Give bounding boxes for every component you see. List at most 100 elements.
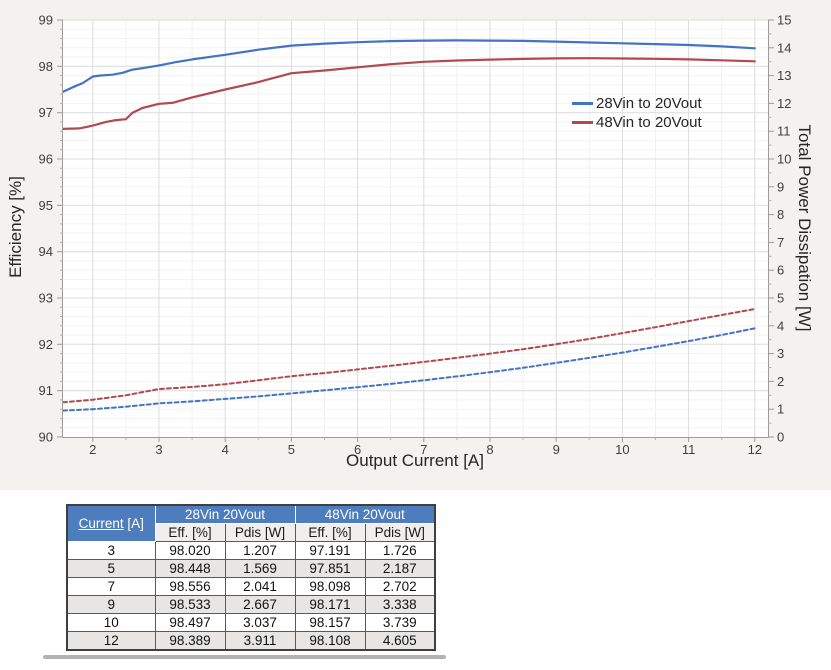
right-tick-label: 2 <box>777 374 784 389</box>
table-cell: 98.389 <box>154 631 226 651</box>
table-cell: 1.726 <box>364 541 436 560</box>
table-subheader-eff-48: Eff. [%] <box>294 523 366 542</box>
right-tick-label: 5 <box>777 291 784 306</box>
current-unit: [A] <box>123 516 144 531</box>
right-tick-label: 15 <box>777 13 791 28</box>
table-row: 12 98.389 3.911 98.108 4.605 <box>66 631 436 651</box>
right-tick-label: 14 <box>777 40 791 55</box>
table-row: 5 98.448 1.569 97.851 2.187 <box>66 559 436 578</box>
table-subheader-eff-28: Eff. [%] <box>154 523 226 542</box>
series-pdis-48vin <box>62 308 756 404</box>
left-tick-label: 99 <box>39 13 53 28</box>
x-tick-label: 8 <box>486 442 493 457</box>
table-cell: 7 <box>66 577 156 596</box>
legend-item-48vin: 48Vin to 20Vout <box>572 113 702 132</box>
series-eff-48vin <box>61 57 756 130</box>
table-cell: 98.497 <box>154 613 226 632</box>
table-cell: 9 <box>66 595 156 614</box>
efficiency-chart: 2 3 4 5 6 7 8 9 10 11 12 90 91 92 93 94 95 96 97 98 99 0 1 2 3 4 5… <box>0 0 831 490</box>
series-pdis-28vin <box>62 327 756 412</box>
left-tick-label: 91 <box>39 383 53 398</box>
table-cell: 10 <box>66 613 156 632</box>
right-tick-label: 3 <box>777 346 784 361</box>
left-tick-label: 98 <box>39 59 53 74</box>
table-cell: 98.448 <box>154 559 226 578</box>
series-eff-28vin <box>61 39 756 93</box>
table-header-current: Current [A] <box>66 504 156 542</box>
legend-label-28vin: 28Vin to 20Vout <box>596 95 702 112</box>
table-cell: 2.041 <box>224 577 296 596</box>
right-tick-label: 7 <box>777 235 784 250</box>
x-tick-label: 6 <box>354 442 361 457</box>
table-cell: 1.207 <box>224 541 296 560</box>
x-tick-label: 2 <box>89 442 96 457</box>
table-cell: 3.739 <box>364 613 436 632</box>
right-tick-label: 6 <box>777 263 784 278</box>
table-row: 3 98.020 1.207 97.191 1.726 <box>66 541 436 560</box>
x-tick-label: 7 <box>420 442 427 457</box>
table-cell: 1.569 <box>224 559 296 578</box>
table-cell: 3.037 <box>224 613 296 632</box>
left-tick-label: 95 <box>39 198 53 213</box>
right-tick-label: 4 <box>777 318 784 333</box>
table-cell: 98.556 <box>154 577 226 596</box>
left-tick-label: 96 <box>39 152 53 167</box>
table-cell: 5 <box>66 559 156 578</box>
x-tick-label: 9 <box>553 442 560 457</box>
table-cell: 98.108 <box>294 631 366 651</box>
table-cell: 97.191 <box>294 541 366 560</box>
legend-line-swatch-blue <box>572 102 593 105</box>
results-table-body: 3 98.020 1.207 97.191 1.726 5 98.448 1.569 97.85… <box>66 541 436 651</box>
table-header-group-48vin: 48Vin 20Vout <box>294 504 436 524</box>
table-cell: 4.605 <box>364 631 436 651</box>
left-tick-label: 90 <box>39 430 53 445</box>
right-tick-label: 11 <box>777 124 791 139</box>
table-row: 7 98.556 2.041 98.098 2.702 <box>66 577 436 596</box>
chart-canvas: 2 3 4 5 6 7 8 9 10 11 1290919293949596979899012345… <box>39 13 792 458</box>
table-header-group-28vin: 28Vin 20Vout <box>154 504 296 524</box>
table-subheader-pdis-48: Pdis [W] <box>364 523 436 542</box>
results-table: Current [A] 28Vin 20Vout 48Vin 20Vout Ef… <box>66 504 436 651</box>
table-subheader-pdis-28: Pdis [W] <box>224 523 296 542</box>
table-cell: 2.667 <box>224 595 296 614</box>
x-tick-label: 11 <box>682 442 696 457</box>
x-tick-label: 3 <box>155 442 162 457</box>
table-cell: 98.157 <box>294 613 366 632</box>
right-tick-label: 13 <box>777 68 791 83</box>
x-tick-label: 5 <box>288 442 295 457</box>
right-tick-label: 9 <box>777 179 784 194</box>
x-tick-label: 10 <box>615 442 629 457</box>
right-tick-label: 12 <box>777 96 791 111</box>
x-tick-label: 12 <box>748 442 762 457</box>
x-tick-label: 4 <box>222 442 229 457</box>
table-cell: 2.702 <box>364 577 436 596</box>
table-row: 9 98.533 2.667 98.171 3.338 <box>66 595 436 614</box>
legend-label-48vin: 48Vin to 20Vout <box>596 114 702 131</box>
table-cell: 2.187 <box>364 559 436 578</box>
table-cell: 3.911 <box>224 631 296 651</box>
right-tick-label: 8 <box>777 207 784 222</box>
x-axis-title: Output Current [A] <box>346 451 484 470</box>
table-cell: 3 <box>66 541 156 560</box>
horizontal-scrollbar[interactable] <box>43 655 446 659</box>
table-cell: 97.851 <box>294 559 366 578</box>
right-tick-label: 0 <box>777 430 784 445</box>
left-tick-label: 94 <box>39 244 53 259</box>
table-cell: 98.020 <box>154 541 226 560</box>
table-cell: 3.338 <box>364 595 436 614</box>
table-cell: 12 <box>66 631 156 651</box>
table-cell: 98.171 <box>294 595 366 614</box>
current-label: Current <box>78 516 124 531</box>
left-tick-label: 92 <box>39 337 53 352</box>
left-axis-title: Efficiency [%] <box>6 176 25 278</box>
right-tick-label: 10 <box>777 152 791 167</box>
left-tick-label: 97 <box>39 105 53 120</box>
table-cell: 98.098 <box>294 577 366 596</box>
legend-line-swatch-red <box>572 121 593 124</box>
right-tick-label: 1 <box>777 402 784 417</box>
table-row: 10 98.497 3.037 98.157 3.739 <box>66 613 436 632</box>
table-cell: 98.533 <box>154 595 226 614</box>
plot-background <box>63 20 768 437</box>
legend-item-28vin: 28Vin to 20Vout <box>572 94 702 113</box>
